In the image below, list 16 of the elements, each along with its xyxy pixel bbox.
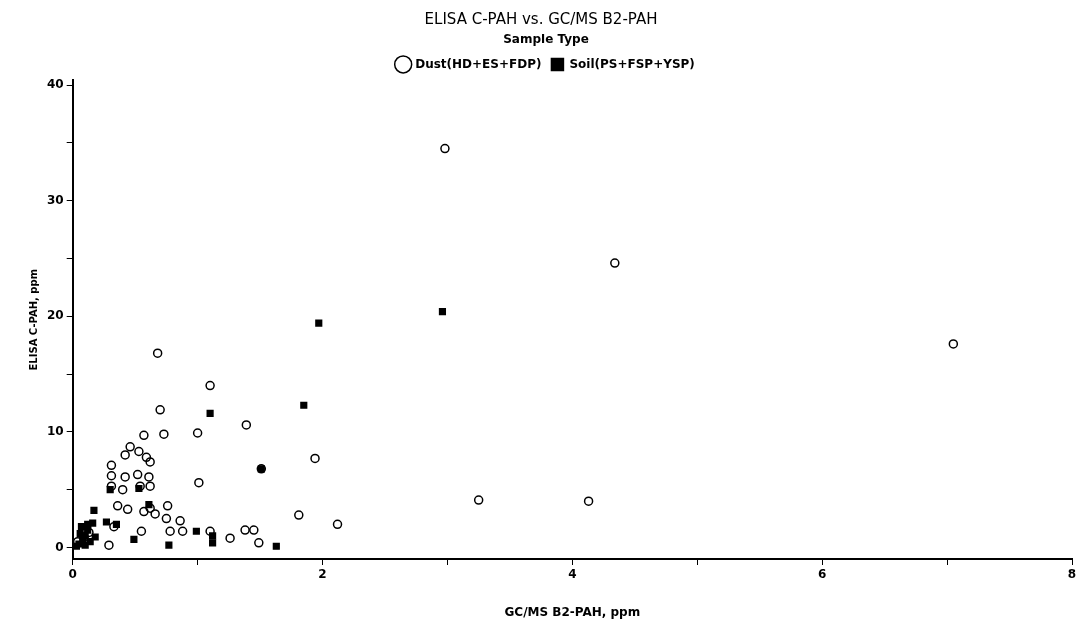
x-tick-label: 2 (318, 567, 327, 582)
x-axis-title: GC/MS B2-PAH, ppm (504, 604, 641, 619)
legend-label: Soil(PS+FSP+YSP) (569, 56, 695, 71)
y-tick-label: 20 (47, 308, 64, 323)
y-tick-label: 30 (47, 192, 64, 207)
y-tick-label: 10 (47, 423, 64, 438)
y-axis-title: ELISA C-PAH, ppm (27, 268, 39, 371)
legend-title: Sample Type (503, 32, 589, 47)
y-tick-label: 40 (47, 77, 64, 92)
x-tick-label: 6 (818, 567, 827, 582)
x-tick-label: 8 (1067, 567, 1077, 582)
x-tick-label: 4 (568, 567, 577, 582)
chart-title: ELISA C-PAH vs. GC/MS B2-PAH (424, 9, 658, 28)
y-tick-label: 0 (55, 539, 64, 554)
legend-label: Dust(HD+ES+FDP) (415, 56, 542, 71)
x-tick-label: 0 (68, 567, 77, 582)
